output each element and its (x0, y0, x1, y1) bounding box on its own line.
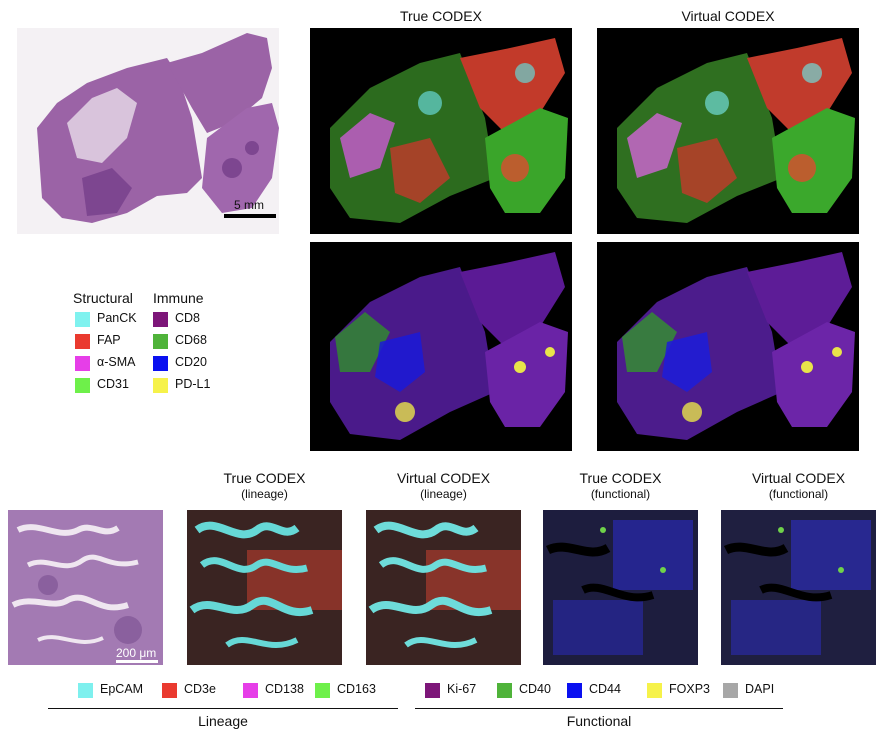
lineage-legend-item-swatch (78, 683, 93, 698)
functional-group-rule (415, 708, 783, 709)
he-scale-bar (224, 214, 276, 218)
bottom-title-virtual-lineage: Virtual CODEX (lineage) (396, 470, 491, 501)
bottom-title-true-functional: True CODEX (functional) (579, 470, 662, 501)
virtual-codex-structural-panel (597, 28, 859, 234)
lineage-legend-item-swatch (162, 683, 177, 698)
structural-legend-item-swatch (75, 312, 90, 327)
structural-legend-item-label: α-SMA (97, 355, 136, 369)
immune-legend-item-swatch (153, 378, 168, 393)
lineage-legend-item-label: EpCAM (100, 682, 144, 696)
virtual-codex-immune-panel (597, 242, 859, 451)
immune-legend-item-swatch (153, 334, 168, 349)
structural-legend-item-swatch (75, 378, 90, 393)
true-codex-structural-panel (310, 28, 572, 234)
functional-legend-item-label: CD40 (519, 682, 551, 696)
immune-legend-item-label: CD20 (175, 355, 207, 369)
top-title-virtual-codex: Virtual CODEX (681, 8, 775, 24)
immune-legend-item-swatch (153, 312, 168, 327)
lineage-group-label: Lineage (198, 713, 248, 729)
immune-legend-item-label: CD68 (175, 333, 207, 347)
functional-legend-item-label: Ki-67 (447, 682, 477, 696)
immune-legend-title: Immune (153, 290, 204, 306)
lineage-legend-item-label: CD163 (337, 682, 376, 696)
he-closeup-scale-bar (116, 660, 158, 663)
structural-legend-item-label: PanCK (97, 311, 137, 325)
lineage-legend-item-label: CD3e (184, 682, 216, 696)
true-codex-lineage-panel (187, 510, 342, 665)
structural-legend-item-swatch (75, 334, 90, 349)
true-codex-functional-panel (543, 510, 698, 665)
structural-legend-item-label: CD31 (97, 377, 129, 391)
he-closeup-scale-label: 200 μm (116, 646, 157, 660)
functional-legend-item-label: DAPI (745, 682, 775, 696)
virtual-codex-functional-panel (721, 510, 876, 665)
immune-legend-item-swatch (153, 356, 168, 371)
functional-legend-item-swatch (497, 683, 512, 698)
true-codex-immune-panel (310, 242, 572, 451)
structural-legend-item-label: FAP (97, 333, 121, 347)
lineage-group-rule (48, 708, 398, 709)
top-title-true-codex: True CODEX (400, 8, 482, 24)
immune-legend-item-label: CD8 (175, 311, 201, 325)
functional-group-label: Functional (566, 713, 632, 729)
functional-legend-item-label: CD44 (589, 682, 621, 696)
bottom-title-true-lineage: True CODEX (lineage) (223, 470, 306, 501)
bottom-title-virtual-functional: Virtual CODEX (functional) (751, 470, 846, 501)
immune-legend-item-label: PD-L1 (175, 377, 211, 391)
structural-legend-title: Structural (73, 290, 133, 306)
functional-legend-item-swatch (723, 683, 738, 698)
functional-legend-item-swatch (567, 683, 582, 698)
functional-legend-item-swatch (425, 683, 440, 698)
lineage-legend-item-label: CD138 (265, 682, 304, 696)
he-scale-label: 5 mm (234, 198, 264, 212)
he-tissue-closeup: 200 μm (8, 510, 163, 665)
functional-legend-item-swatch (647, 683, 662, 698)
lineage-legend-item-swatch (315, 683, 330, 698)
he-whole-slide-image: 5 mm (17, 28, 279, 234)
lineage-legend-item-swatch (243, 683, 258, 698)
virtual-codex-lineage-panel (366, 510, 521, 665)
functional-legend-item-label: FOXP3 (669, 682, 710, 696)
structural-legend-item-swatch (75, 356, 90, 371)
